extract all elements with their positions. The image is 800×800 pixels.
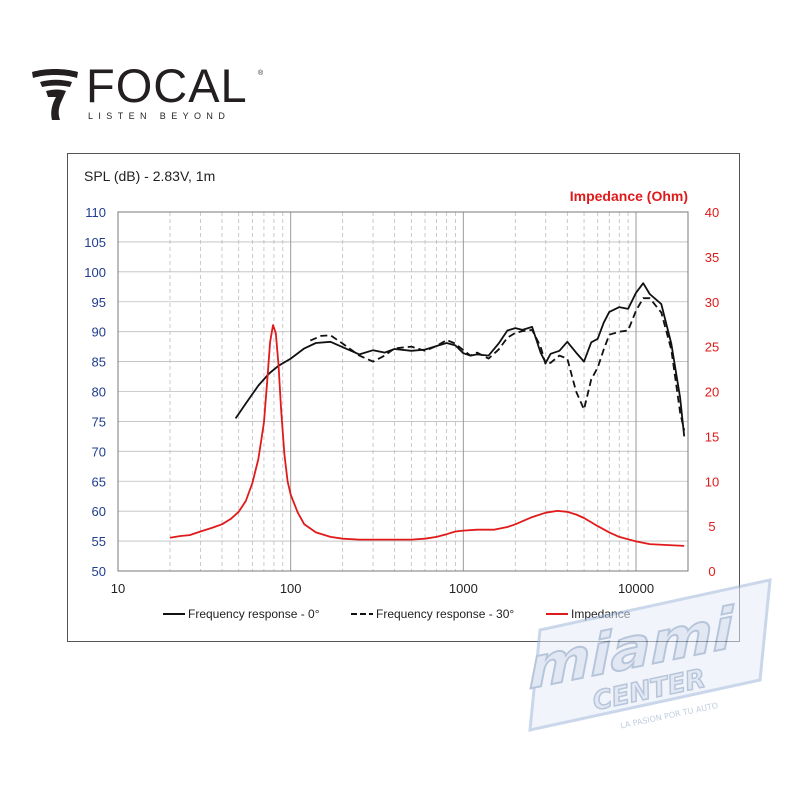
series-line-0 <box>234 282 686 437</box>
brand-name: FOCAL <box>86 59 248 112</box>
legend-label-1: Frequency response - 30° <box>376 607 514 621</box>
frequency-chart: SPL (dB) - 2.83V, 1m Impedance (Ohm) 505… <box>84 168 719 621</box>
x-tick-label: 10000 <box>618 581 654 596</box>
y-left-tick-label: 85 <box>92 355 106 370</box>
miami-center-watermark: miami CENTER LA PASION POR TU AUTO <box>528 578 772 732</box>
x-tick-label: 10 <box>111 581 125 596</box>
y-right-tick-label: 15 <box>705 429 719 444</box>
y-left-tick-label: 50 <box>92 564 106 579</box>
y-left-tick-label: 105 <box>84 235 106 250</box>
tick-labels: 50 55 60 65 70 75 80 85 90 95 100 105 110 0 5 10 15 20 25 3… <box>84 205 719 596</box>
y-left-tick-label: 70 <box>92 444 106 459</box>
focal-wave-mark-icon <box>32 69 78 120</box>
y-right-tick-label: 40 <box>705 205 719 220</box>
series-line-2 <box>169 324 685 547</box>
y-left-tick-label: 90 <box>92 325 106 340</box>
y-left-tick-label: 60 <box>92 504 106 519</box>
y-right-tick-label: 0 <box>708 564 715 579</box>
chart-frame: SPL (dB) - 2.83V, 1m Impedance (Ohm) 50 5… <box>67 153 740 642</box>
y-left-tick-label: 80 <box>92 385 106 400</box>
y-left-tick-label: 95 <box>92 295 106 310</box>
x-tick-label: 1000 <box>449 581 478 596</box>
chart-axes <box>117 211 689 572</box>
y-left-tick-label: 75 <box>92 414 106 429</box>
chart-grid <box>117 211 689 572</box>
y-left-tick-label: 55 <box>92 534 106 549</box>
series-line-1 <box>309 297 686 431</box>
y-right-tick-label: 20 <box>705 385 719 400</box>
y-right-tick-label: 30 <box>705 295 719 310</box>
brand-tagline: LISTEN BEYOND <box>88 111 231 121</box>
y-right-tick-label: 10 <box>705 474 719 489</box>
x-tick-label: 100 <box>280 581 302 596</box>
y-left-tick-label: 100 <box>84 265 106 280</box>
chart-title-right: Impedance (Ohm) <box>570 188 688 204</box>
series-layer <box>169 282 686 547</box>
legend-label-0: Frequency response - 0° <box>188 607 320 621</box>
y-right-tick-label: 25 <box>705 340 719 355</box>
chart-title-left: SPL (dB) - 2.83V, 1m <box>84 168 215 184</box>
y-left-tick-label: 110 <box>85 205 106 220</box>
plot-border <box>117 211 689 572</box>
y-left-tick-label: 65 <box>92 474 106 489</box>
y-right-tick-label: 5 <box>708 519 715 534</box>
y-right-tick-label: 35 <box>705 250 719 265</box>
registered-mark: ® <box>258 70 264 77</box>
